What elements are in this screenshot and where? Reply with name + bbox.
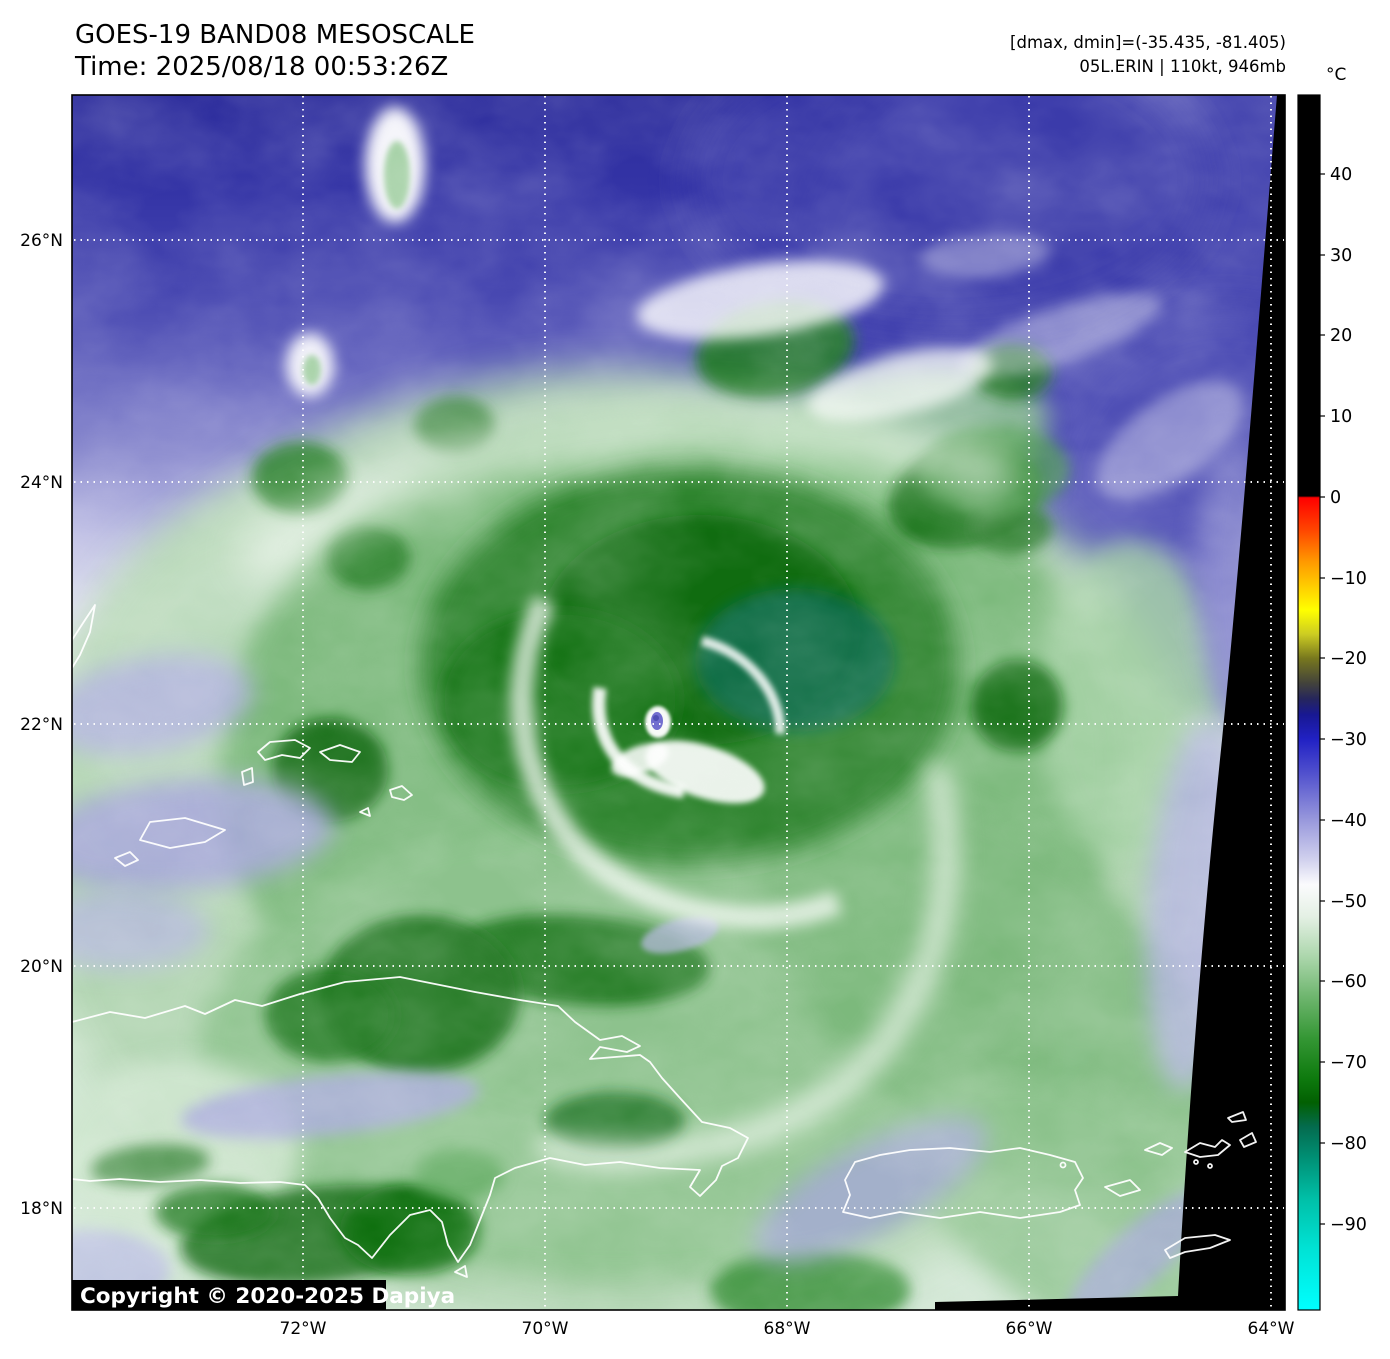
lat-label-20n: 20°N <box>20 957 63 977</box>
lon-label-68w: 68°W <box>764 1319 811 1339</box>
storm-info-annotation: 05L.ERIN | 110kt, 946mb <box>1079 57 1286 76</box>
lon-label-72w: 72°W <box>280 1319 327 1339</box>
cb-tick-m20: −20 <box>1330 649 1367 669</box>
coastline-hispaniola <box>72 976 749 1263</box>
lat-label-18n: 18°N <box>20 1199 63 1219</box>
lat-label-22n: 22°N <box>20 715 63 735</box>
cb-tick-20: 20 <box>1330 326 1352 346</box>
figure-time: Time: 2025/08/18 00:53:26Z <box>74 52 448 82</box>
cb-tick-m30: −30 <box>1330 730 1367 750</box>
coastlines <box>72 604 1257 1278</box>
cb-tick-m50: −50 <box>1330 892 1367 912</box>
longitude-labels: 72°W 70°W 68°W 66°W 64°W <box>280 1319 1295 1339</box>
coastline-turks-caicos <box>241 739 413 817</box>
lon-label-64w: 64°W <box>1248 1319 1295 1339</box>
cloud-texture-overlay <box>72 95 1285 1310</box>
cb-tick-0: 0 <box>1330 488 1341 508</box>
dmax-dmin-annotation: [dmax, dmin]=(-35.435, -81.405) <box>1010 33 1286 52</box>
satellite-imagery: Copyright © 2020-2025 Dapiya <box>72 95 1285 1310</box>
latitude-labels: 26°N 24°N 22°N 20°N 18°N <box>20 231 63 1219</box>
cb-tick-m70: −70 <box>1330 1053 1367 1073</box>
colorbar-unit: °C <box>1326 65 1346 85</box>
colorbar-gradient <box>1298 95 1320 1310</box>
cb-tick-m60: −60 <box>1330 972 1367 992</box>
lon-label-70w: 70°W <box>522 1319 569 1339</box>
colorbar: °C 40 30 20 10 0 −10 −20 −30 <box>1297 65 1367 1311</box>
cb-tick-40: 40 <box>1330 165 1352 185</box>
colorbar-frame <box>1297 94 1321 1311</box>
coastline-virgin-islands <box>1059 1111 1257 1259</box>
figure-title: GOES-19 BAND08 MESOSCALE <box>75 20 475 50</box>
map-frame <box>71 94 1286 1311</box>
cb-tick-m40: −40 <box>1330 811 1367 831</box>
colorbar-tick-marks <box>1320 173 1325 1225</box>
no-data-region <box>935 95 1285 1310</box>
header: GOES-19 BAND08 MESOSCALE Time: 2025/08/1… <box>74 20 1286 82</box>
gridlines <box>74 96 1284 1309</box>
cb-tick-m10: −10 <box>1330 569 1367 589</box>
cb-tick-30: 30 <box>1330 246 1352 266</box>
coastline-puerto-rico <box>842 1147 1084 1219</box>
copyright-text: Copyright © 2020-2025 Dapiya <box>80 1284 455 1309</box>
copyright-badge: Copyright © 2020-2025 Dapiya <box>72 1280 455 1310</box>
cb-tick-m80: −80 <box>1330 1134 1367 1154</box>
cb-tick-10: 10 <box>1330 407 1352 427</box>
hurricane-eye <box>645 706 671 738</box>
lon-label-66w: 66°W <box>1006 1319 1053 1339</box>
coastline-bahamas <box>72 604 226 867</box>
colorbar-tick-labels: 40 30 20 10 0 −10 −20 −30 −40 −50 −60 −7… <box>1330 165 1367 1235</box>
lat-label-26n: 26°N <box>20 231 63 251</box>
lat-label-24n: 24°N <box>20 473 63 493</box>
cb-tick-m90: −90 <box>1330 1215 1367 1235</box>
